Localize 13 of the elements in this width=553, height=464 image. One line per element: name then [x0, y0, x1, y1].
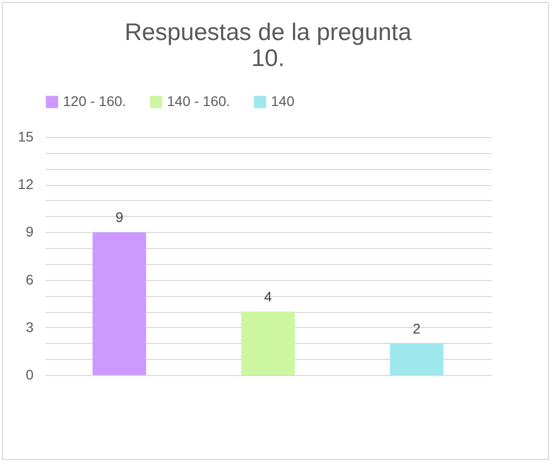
- legend-label: 120 - 160.: [63, 93, 126, 109]
- chart-title: Respuestas de la pregunta 10.: [124, 19, 412, 72]
- y-tick-label: 12: [18, 176, 34, 192]
- y-tick-label: 6: [26, 271, 34, 288]
- y-tick-label: 3: [26, 318, 34, 335]
- y-tick-label: 15: [18, 128, 34, 144]
- y-tick-label: 9: [26, 224, 34, 240]
- legend-label: 140 - 160.: [167, 93, 230, 109]
- data-label: 4: [264, 288, 272, 305]
- y-tick-label: 0: [26, 366, 34, 382]
- data-label: 2: [412, 320, 421, 336]
- data-label: 9: [115, 209, 124, 226]
- legend-label: 140: [271, 93, 295, 109]
